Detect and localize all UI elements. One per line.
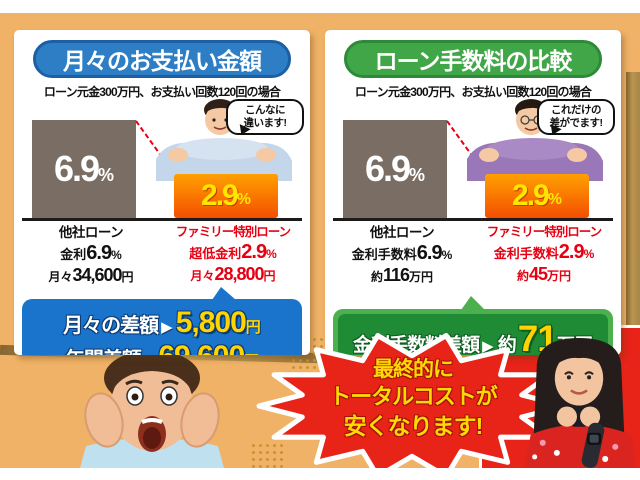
burst-shape	[256, 333, 568, 479]
monthly-difference-row: 月々の差額 ▶ 5,800 円	[63, 305, 261, 339]
speech-bubble: こんなに 違います!	[226, 99, 304, 136]
comparison-dashed-line	[446, 120, 487, 176]
speech-bubble-line: こんなに	[245, 104, 286, 116]
panel-title-fees: ローン手数料の比較	[344, 40, 602, 78]
yearly-difference-row: 年間差額 ▶ 69,600 円	[26, 340, 298, 355]
percent-sign: %	[547, 191, 562, 208]
arrow-icon: ▶	[482, 337, 494, 355]
bar-captions: 他社ローン 金利手数料6.9% 約116万円 ファミリー特別ローン 金利手数料2…	[331, 225, 615, 287]
halftone-dots	[250, 442, 286, 468]
other-loan-caption: 他社ローン 金利6.9% 月々34,600円	[48, 225, 134, 286]
speech-bubble-line: 違います!	[243, 117, 288, 130]
speech-bubble-line: これだけの	[551, 104, 602, 116]
percent-sign: %	[236, 191, 251, 208]
monthly-payment-panel: 月々のお支払い金額 ローン元金300万円、お支払い回数120回の場合 こんなに …	[14, 30, 310, 355]
family-loan-bar: 2.9 %	[485, 174, 589, 218]
total-cost-burst: 最終的に トータルコストが 安くなります!	[256, 330, 570, 480]
other-loan-bar: 6.9 %	[32, 120, 136, 218]
loan-conditions-text: ローン元金300万円、お支払い回数120回の場合	[354, 85, 592, 99]
comparison-dashed-line	[135, 120, 176, 176]
family-loan-rate-value: 2.9	[201, 179, 239, 212]
bottom-white-strip	[0, 468, 640, 480]
speech-bubble-line: 差がでます!	[549, 117, 604, 130]
monthly-payment-bar-chart: こんなに 違います! 6.9 % 2.9 %	[22, 99, 304, 221]
other-loan-rate-value: 6.9	[364, 148, 411, 189]
loan-fee-bar-chart: これだけの 差がでます! 6.9 % 2.9 %	[333, 99, 615, 221]
bar-captions: 他社ローン 金利6.9% 月々34,600円 ファミリー特別ローン 超低金利2.…	[20, 225, 304, 287]
chart-baseline	[333, 218, 613, 221]
loan-conditions-text: ローン元金300万円、お支払い回数120回の場合	[43, 85, 281, 99]
chart-baseline	[22, 218, 302, 221]
arrow-icon: ▶	[144, 352, 156, 355]
surprised-boy-illustration	[80, 350, 224, 468]
top-white-strip	[0, 0, 640, 13]
other-loan-caption: 他社ローン 金利手数料6.9% 約116万円	[351, 225, 453, 286]
loan-fee-panel: ローン手数料の比較 ローン元金300万円、お支払い回数120回の場合 これだけの	[325, 30, 621, 355]
total-cost-message: 最終的に トータルコストが 安くなります!	[329, 358, 498, 439]
family-loan-caption: ファミリー特別ローン 金利手数料2.9% 約45万円	[486, 225, 602, 284]
panel-title-monthly: 月々のお支払い金額	[33, 40, 291, 78]
percent-sign: %	[409, 164, 426, 185]
speech-bubble: これだけの 差がでます!	[537, 99, 615, 136]
family-loan-caption: ファミリー特別ローン 超低金利2.9% 月々28,800円	[175, 225, 291, 284]
other-loan-rate-value: 6.9	[53, 148, 100, 189]
monthly-difference-box: 月々の差額 ▶ 5,800 円 年間差額 ▶ 69,600 円	[22, 286, 302, 355]
arrow-icon: ▶	[161, 318, 173, 336]
smiling-woman-illustration	[524, 338, 636, 468]
family-loan-bar: 2.9 %	[174, 174, 278, 218]
other-loan-bar: 6.9 %	[343, 120, 447, 218]
percent-sign: %	[98, 164, 115, 185]
family-loan-rate-value: 2.9	[512, 179, 550, 212]
presenter-man-illustration	[156, 99, 292, 181]
